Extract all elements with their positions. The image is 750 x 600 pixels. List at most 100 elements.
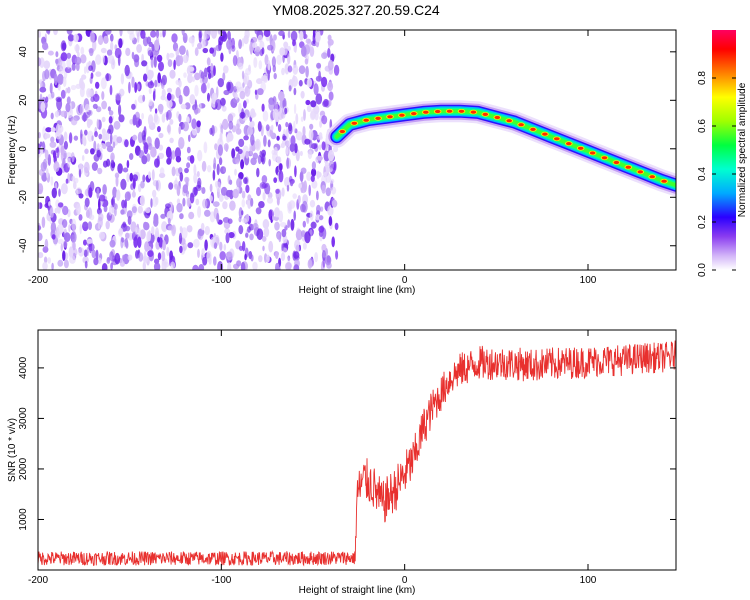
noise-speckle [169,69,176,79]
noise-speckle [91,162,98,171]
noise-speckle [262,219,270,229]
noise-speckle [193,238,200,248]
noise-speckle [173,59,176,70]
noise-speckle [276,135,280,141]
noise-speckle [276,232,281,240]
noise-speckle [238,39,243,50]
noise-speckle [285,262,292,270]
noise-speckle [43,60,51,69]
noise-speckle [326,255,331,264]
noise-speckle [183,72,187,78]
noise-speckle [110,262,113,270]
noise-speckle [157,152,165,160]
noise-speckle [62,250,66,261]
snr-x-tick-label: 0 [402,575,408,586]
colorbar-tick-label: 0.2 [697,215,708,229]
noise-speckle [69,255,76,264]
ridge-pulse [601,156,608,160]
noise-speckle [327,81,334,92]
noise-speckle [293,120,296,133]
noise-speckle [276,54,282,65]
noise-speckle [136,31,140,43]
noise-speckle [40,81,43,88]
noise-speckle [44,238,49,250]
noise-speckle [278,30,285,36]
noise-speckle [86,238,93,244]
noise-speckle [89,31,95,43]
noise-speckle [236,177,242,188]
noise-speckle [184,176,190,183]
noise-speckle [148,99,153,107]
noise-speckle [302,126,306,137]
noise-speckle [208,257,212,265]
noise-speckle [140,30,146,39]
noise-speckle [42,261,48,270]
noise-speckle [298,65,306,75]
noise-speckle [169,119,174,125]
noise-speckle [250,157,257,166]
noise-speckle [113,120,121,130]
noise-speckle [147,114,154,126]
noise-speckle [270,124,274,131]
ridge-pulse [637,170,644,174]
ridge-pulse [482,112,489,116]
noise-speckle [154,158,160,168]
noise-speckle [281,67,285,76]
noise-speckle [278,163,283,171]
noise-speckle [66,30,73,35]
noise-speckle [71,175,76,182]
noise-speckle [150,57,154,69]
noise-speckle [264,253,268,263]
spectrogram-x-ticks: -200 -100 0 100 [28,30,597,286]
ridge-pulse [589,151,596,155]
noise-speckle [226,39,232,50]
noise-speckle [147,81,155,89]
noise-speckle [112,186,117,198]
noise-speckle [68,132,73,144]
noise-speckle [227,30,231,41]
noise-speckle [306,105,312,113]
noise-speckle [222,201,228,210]
noise-speckle [187,73,193,84]
noise-speckle [114,252,121,265]
noise-speckle [324,162,330,168]
snr-x-axis-label: Height of straight line (km) [299,585,416,596]
ridge-pulse [458,109,465,113]
noise-speckle [103,35,109,44]
noise-speckle [269,129,273,137]
colorbar-gradient [712,30,736,270]
noise-speckle [301,45,307,57]
noise-speckle [311,180,318,189]
noise-speckle [49,207,54,218]
noise-speckle [255,207,262,215]
noise-speckle [132,114,137,126]
noise-speckle [167,217,171,225]
noise-speckle [55,147,59,153]
noise-speckle [122,221,127,228]
noise-speckle [90,148,95,155]
noise-speckle [63,140,68,150]
colorbar-tick-label: 0.4 [697,167,708,181]
noise-speckle [84,103,90,113]
noise-speckle [256,228,264,240]
noise-speckle [235,123,240,131]
noise-speckle [321,243,327,253]
noise-speckle [187,199,191,206]
noise-speckle [143,222,150,231]
noise-speckle [90,72,94,79]
noise-speckle [161,74,167,86]
noise-speckle [140,180,145,189]
noise-speckle [212,201,220,208]
noise-speckle [38,183,44,195]
noise-speckle [125,232,130,239]
noise-speckle [245,150,249,159]
noise-speckle [253,57,258,68]
noise-speckle [70,117,78,126]
noise-speckle [263,135,267,147]
noise-speckle [252,223,259,231]
noise-speckle [129,172,134,182]
noise-speckle [118,114,125,123]
noise-speckle [184,167,189,174]
noise-speckle [271,56,276,68]
noise-speckle [307,38,312,49]
